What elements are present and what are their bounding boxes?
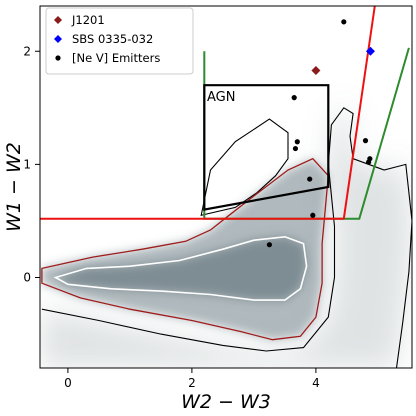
plot-area: [40, 6, 412, 368]
contour-outer: [41, 107, 412, 368]
data-point-2-2: [294, 139, 300, 145]
x-tick-label-1: 2: [188, 376, 196, 390]
data-point-2-3: [292, 145, 299, 152]
axis-ticks: 0 2 4 0 1 2: [23, 44, 319, 390]
legend-box: [45, 7, 194, 75]
x-axis-label: W2 − W3: [181, 391, 271, 413]
legend: J1201 SBS 0335-032 [Ne V] Emitters: [45, 7, 194, 75]
data-point-2-9: [266, 242, 272, 248]
data-point-2-1: [291, 95, 297, 101]
data-point-2-8: [310, 212, 316, 218]
legend-label-0: J1201: [71, 13, 105, 27]
y-tick-label-2: 2: [23, 44, 31, 58]
data-point-1-0: [365, 46, 375, 56]
legend-marker-2: [55, 55, 61, 61]
plot-frame: [39, 5, 413, 369]
data-points: [266, 19, 375, 248]
y-tick-label-0: 0: [23, 271, 31, 285]
legend-marker-0: [54, 16, 62, 24]
y-tick-label-1: 1: [23, 157, 31, 171]
data-point-2-6: [366, 159, 372, 165]
y-axis-label: W1 − W2: [3, 142, 25, 232]
data-point-2-7: [307, 176, 313, 182]
data-point-0-0: [311, 65, 321, 75]
contour-outer-loop: [200, 118, 289, 217]
legend-marker-1: [54, 35, 62, 43]
x-tick-label-2: 4: [312, 376, 320, 390]
red-boundary-line: [40, 6, 376, 220]
legend-label-1: SBS 0335-032: [72, 32, 153, 46]
agn-region-box: [203, 84, 330, 211]
region-label-agn: AGN: [207, 90, 235, 105]
data-point-2-4: [362, 138, 369, 144]
density-outer: [40, 107, 412, 368]
data-point-2-0: [341, 19, 347, 25]
x-tick-label-0: 0: [64, 376, 72, 390]
legend-label-2: [Ne V] Emitters: [72, 51, 160, 65]
contour-inner: [53, 235, 308, 301]
selection-boundaries: [40, 6, 410, 220]
density-core: [55, 236, 307, 301]
density-shading: [40, 107, 412, 368]
